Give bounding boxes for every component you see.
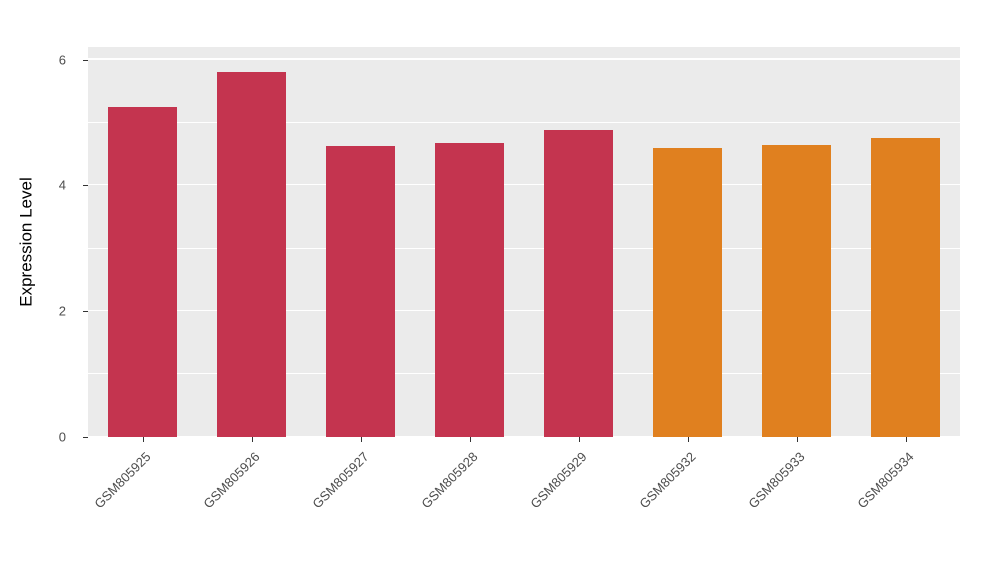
bar-GSM805934: [870, 138, 941, 437]
x-tick-mark: [251, 437, 253, 442]
x-tick-mark: [360, 437, 362, 442]
x-tick-label: GSM805932: [635, 449, 699, 512]
bar-GSM805926: [216, 72, 287, 437]
gridline-minor: [88, 121, 960, 123]
y-tick-label: 0: [58, 429, 66, 445]
y-tick-label: 6: [58, 52, 66, 68]
gridline-minor: [88, 373, 960, 375]
gridline-major: [88, 309, 960, 312]
y-tick-mark: [83, 311, 88, 313]
bar-GSM805932: [652, 147, 723, 437]
y-tick-mark: [83, 59, 88, 61]
y-tick-mark: [83, 185, 88, 187]
y-tick-mark: [83, 437, 88, 438]
x-tick-label: GSM805927: [308, 449, 372, 512]
x-tick-label: GSM805933: [744, 449, 808, 512]
gridline-major: [88, 184, 960, 186]
x-tick-label: GSM805928: [417, 449, 481, 512]
plot-panel: [88, 47, 960, 437]
bar-GSM805927: [325, 145, 396, 437]
x-tick-mark: [796, 437, 798, 442]
bar-GSM805929: [543, 130, 614, 437]
y-tick-label: 2: [58, 303, 66, 319]
x-tick-mark: [687, 437, 689, 442]
x-axis-labels: GSM805925 GSM805926 GSM805927 GSM805928 GSM8…: [88, 437, 960, 580]
gridline-major: [88, 58, 960, 60]
x-tick-mark: [142, 437, 144, 442]
gridline-minor: [88, 247, 960, 249]
bar-GSM805925: [107, 106, 178, 437]
x-tick-mark: [469, 437, 471, 442]
x-tick-mark: [905, 437, 907, 442]
x-tick-label: GSM805929: [526, 449, 590, 512]
bar-GSM805933: [761, 144, 832, 437]
bar-GSM805928: [434, 142, 505, 437]
x-tick-label: GSM805926: [199, 449, 263, 512]
x-tick-mark: [578, 437, 580, 442]
x-tick-label: GSM805934: [853, 449, 917, 512]
y-axis-labels: 0 2 4 6: [0, 47, 80, 444]
y-tick-label: 4: [58, 177, 66, 193]
gridline-major: [88, 435, 960, 437]
x-tick-label: GSM805925: [90, 449, 154, 512]
